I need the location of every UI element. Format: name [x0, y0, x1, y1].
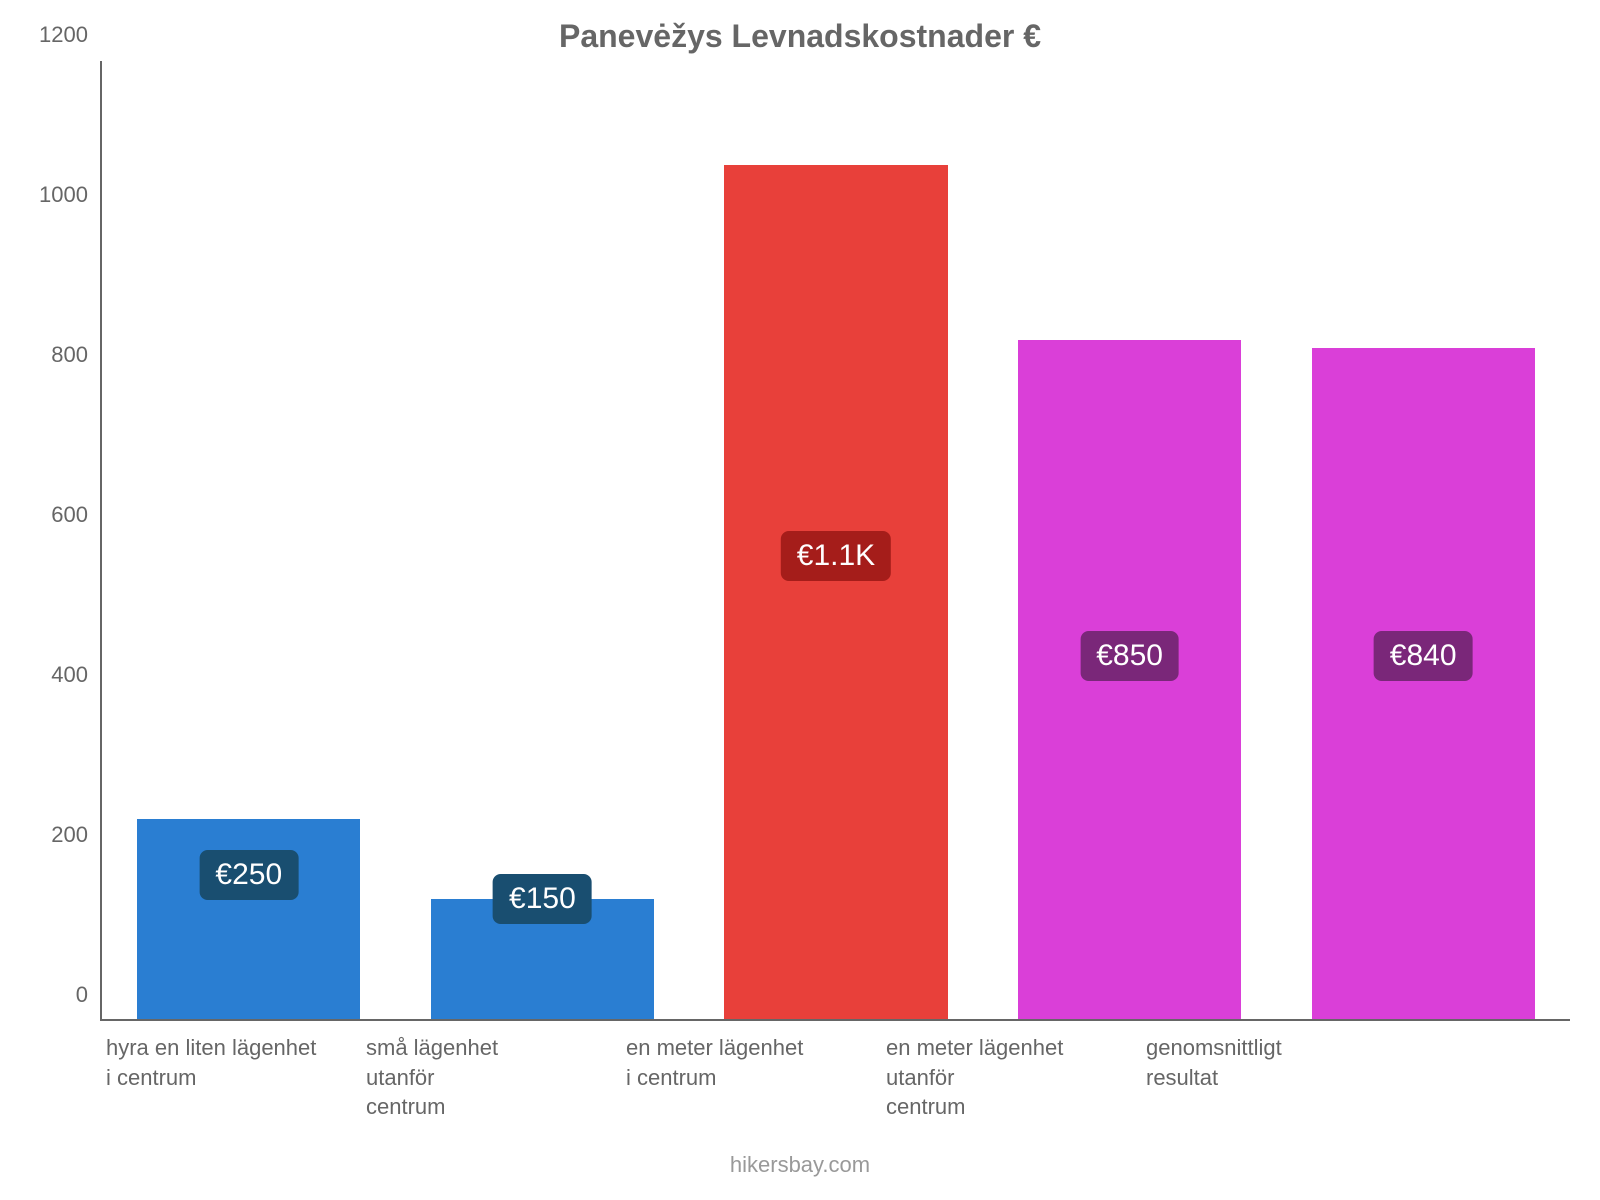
bar — [724, 165, 947, 1019]
x-axis-label: hyra en liten lägenheti centrum — [100, 1033, 360, 1122]
value-badge: €250 — [199, 850, 298, 900]
bar-slot: €840 — [1276, 61, 1570, 1019]
x-axis: hyra en liten lägenheti centrumsmå lägen… — [100, 1021, 1570, 1122]
x-axis-label: små lägenhetutanförcentrum — [360, 1033, 620, 1122]
x-axis-label: genomsnittligtresultat — [1140, 1033, 1400, 1122]
value-badge: €840 — [1374, 631, 1473, 681]
cost-of-living-bar-chart: Panevėžys Levnadskostnader € 0 200 400 600 8… — [0, 0, 1600, 1200]
bar-slot: €1.1K — [689, 61, 983, 1019]
chart-title: Panevėžys Levnadskostnader € — [30, 18, 1570, 55]
x-axis-label-line: i centrum — [106, 1063, 352, 1093]
x-axis-label-line: i centrum — [626, 1063, 872, 1093]
x-axis-label: en meter lägenhetutanförcentrum — [880, 1033, 1140, 1122]
x-axis-label-line: resultat — [1146, 1063, 1392, 1093]
x-axis-label-line: en meter lägenhet — [886, 1033, 1132, 1063]
x-axis-label-line: centrum — [886, 1092, 1132, 1122]
bar-slot: €250 — [102, 61, 396, 1019]
plot-area: €250 €150 €1.1K €850 €840 — [100, 61, 1570, 1021]
plot-row: 020040060080010001200 €250€150€1.1K€850€… — [30, 61, 1570, 1021]
y-tick-label: 1200 — [39, 22, 88, 48]
x-axis-label-line: små lägenhet — [366, 1033, 612, 1063]
bar-slot: €150 — [396, 61, 690, 1019]
x-axis-label-line: utanför — [366, 1063, 612, 1093]
value-badge: €150 — [493, 874, 592, 924]
bar-slot: €850 — [983, 61, 1277, 1019]
x-axis-label-line: genomsnittligt — [1146, 1033, 1392, 1063]
attribution-text: hikersbay.com — [30, 1152, 1570, 1178]
x-axis-label-line: utanför — [886, 1063, 1132, 1093]
y-axis: 020040060080010001200 — [30, 61, 100, 1021]
bar — [1312, 348, 1535, 1019]
bars-container: €250 €150 €1.1K €850 €840 — [102, 61, 1570, 1019]
value-badge: €850 — [1080, 631, 1179, 681]
x-axis-label-line: hyra en liten lägenhet — [106, 1033, 352, 1063]
y-tick-label: 1000 — [39, 182, 88, 208]
y-tick-label: 600 — [51, 502, 88, 528]
y-tick-label: 200 — [51, 822, 88, 848]
x-axis-label-line: centrum — [366, 1092, 612, 1122]
y-tick-label: 0 — [76, 982, 88, 1008]
y-tick-label: 400 — [51, 662, 88, 688]
value-badge: €1.1K — [781, 531, 891, 581]
x-axis-label-line: en meter lägenhet — [626, 1033, 872, 1063]
y-tick-label: 800 — [51, 342, 88, 368]
x-axis-label: en meter lägenheti centrum — [620, 1033, 880, 1122]
